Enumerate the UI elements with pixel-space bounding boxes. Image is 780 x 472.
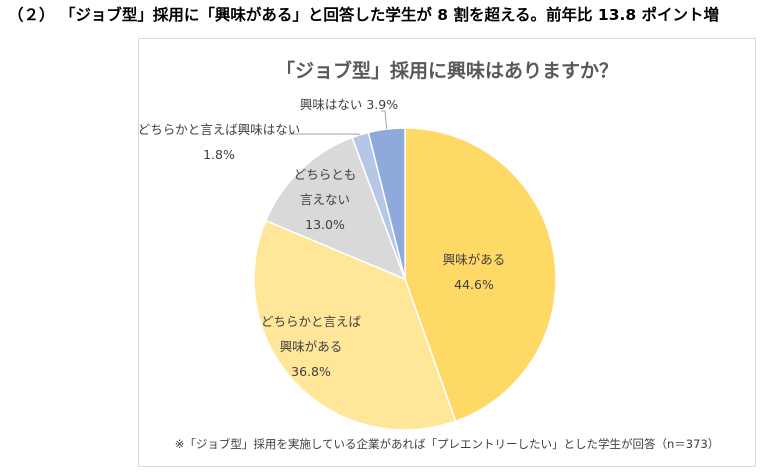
pie-chart: 興味がある44.6%どちらかと言えば興味がある36.8%どちらとも言えない13.… <box>139 97 557 431</box>
pie-slice-1 <box>253 219 457 431</box>
slice-label-3: どちらかと言えば興味はない <box>139 122 300 137</box>
chart-footnote: ※「ジョブ型」採用を実施している企業があれば「プレエントリーしたい」とした学生が… <box>174 437 720 451</box>
pie-slice-0 <box>404 127 557 423</box>
leader-line-4 <box>381 110 388 130</box>
chart-title: 「ジョブ型」採用に興味はありますか？ <box>275 60 618 82</box>
leader-line-3 <box>289 133 361 136</box>
pie-slice-4 <box>367 127 406 280</box>
slice-label-0: 興味がある <box>443 252 506 267</box>
chart-area: 「ジョブ型」採用に興味はありますか？ 興味がある 44.6% どちらかと言えば 興味が… <box>138 38 756 467</box>
page-heading: （２） 「ジョブ型」採用に「興味がある」と回答した学生が 8 割を超える。前年比… <box>8 6 720 24</box>
slice-label-4: 興味はない 3.9% <box>300 97 398 112</box>
slice-label-1: どちらかと言えば <box>261 314 362 329</box>
slice-label-1: 興味がある <box>280 339 343 354</box>
slice-value-3: 1.8% <box>203 147 235 162</box>
slice-label-2: 言えない <box>300 192 350 207</box>
slice-label-2: どちらとも <box>294 167 357 182</box>
slice-value-2: 13.0% <box>305 217 345 232</box>
pie-slice-2 <box>264 136 407 281</box>
slice-value-0: 44.6% <box>454 277 494 292</box>
slice-value-1: 36.8% <box>291 364 331 379</box>
